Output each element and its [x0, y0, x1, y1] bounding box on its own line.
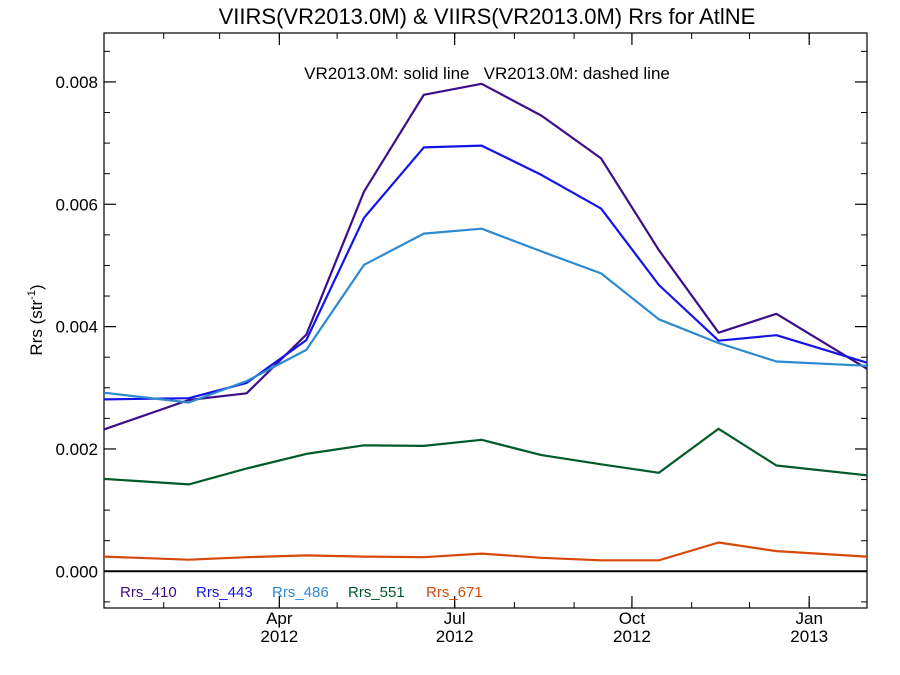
axes: 0.0000.0020.0040.0060.008Apr2012Jul2012O… [55, 33, 867, 646]
line-style-annotation: VR2013.0M: solid line VR2013.0M: dashed … [304, 64, 670, 83]
legend-entry-rrs-551: Rrs_551 [348, 584, 405, 601]
series-line-rrs-486 [103, 227, 868, 404]
y-tick-label: 0.000 [55, 562, 98, 581]
y-tick-label: 0.006 [55, 195, 98, 214]
legend-entry-rrs-410: Rrs_410 [120, 584, 177, 601]
series-line-rrs-671 [103, 541, 868, 562]
x-tick-label-year: 2012 [260, 627, 298, 646]
legend: Rrs_410 Rrs_443 Rrs_486 Rrs_551 Rrs_671 [120, 584, 483, 601]
series-lines [103, 82, 868, 562]
y-tick-label: 0.008 [55, 73, 98, 92]
x-tick-label-month: Oct [619, 609, 646, 628]
x-tick-label-year: 2012 [436, 627, 474, 646]
legend-entry-rrs-486: Rrs_486 [272, 584, 329, 601]
series-line-rrs-443 [103, 144, 868, 401]
y-tick-label: 0.004 [55, 318, 98, 337]
x-tick-label-month: Jan [795, 609, 822, 628]
x-tick-label-month: Apr [266, 609, 293, 628]
legend-entry-rrs-443: Rrs_443 [196, 584, 253, 601]
y-tick-label: 0.002 [55, 440, 98, 459]
x-tick-label-year: 2013 [790, 627, 828, 646]
series-line-rrs-551 [103, 427, 868, 486]
y-axis-label: Rrs (str-1) [26, 284, 46, 355]
series-line-rrs-410 [103, 82, 868, 431]
x-tick-label-month: Jul [444, 609, 466, 628]
plot-frame [103, 32, 868, 609]
chart-title: VIIRS(VR2013.0M) & VIIRS(VR2013.0M) Rrs … [219, 4, 756, 29]
x-tick-label-year: 2012 [613, 627, 651, 646]
legend-entry-rrs-671: Rrs_671 [426, 584, 483, 601]
